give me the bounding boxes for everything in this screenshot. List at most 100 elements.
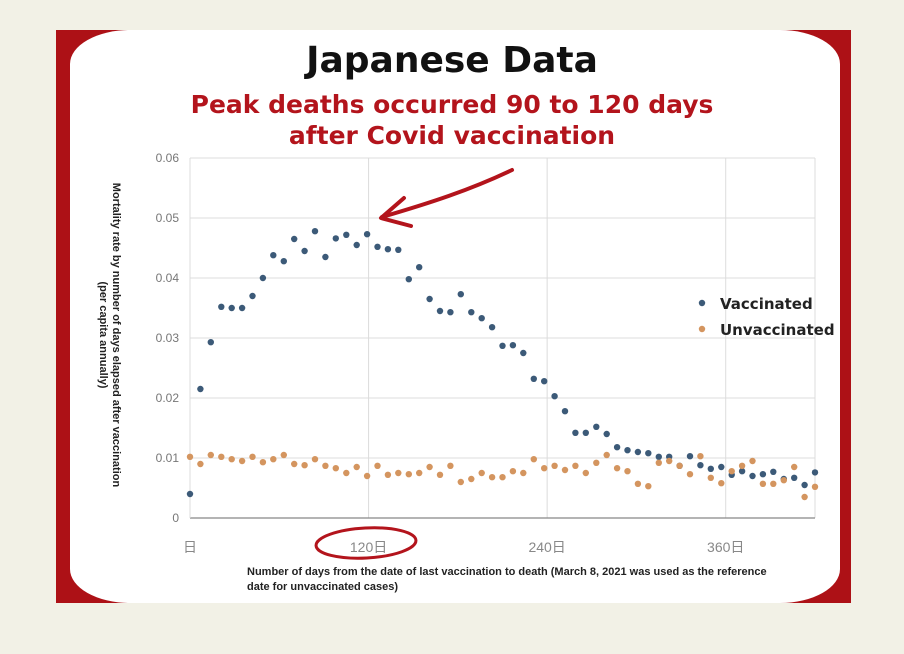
vaccinated-point bbox=[770, 468, 777, 475]
vaccinated-point bbox=[259, 274, 267, 282]
vaccinated-point bbox=[509, 342, 517, 349]
unvaccinated-point bbox=[749, 457, 756, 465]
vaccinated-point bbox=[457, 291, 464, 298]
legend-marker bbox=[698, 299, 706, 307]
unvaccinated-point bbox=[801, 493, 808, 501]
vaccinated-point bbox=[551, 393, 558, 400]
unvaccinated-point bbox=[655, 459, 662, 466]
unvaccinated-point bbox=[572, 462, 579, 469]
vaccinated-point bbox=[634, 448, 642, 456]
vaccinated-point bbox=[332, 235, 339, 242]
vaccinated-point bbox=[238, 304, 246, 312]
vaccinated-point bbox=[520, 349, 527, 357]
chart-legend: Vaccinated Unvaccinated bbox=[698, 295, 835, 339]
unvaccinated-point bbox=[280, 451, 287, 459]
unvaccinated-point bbox=[384, 471, 392, 478]
vaccinated-point bbox=[488, 324, 496, 331]
vaccinated-point bbox=[707, 465, 714, 472]
vaccinated-point bbox=[447, 309, 454, 316]
unvaccinated-point bbox=[291, 460, 298, 468]
unvaccinated-point bbox=[218, 453, 225, 460]
unvaccinated-point bbox=[395, 469, 402, 477]
unvaccinated-point bbox=[416, 469, 423, 477]
x-tick-label: 120日 bbox=[350, 539, 387, 555]
unvaccinated-point bbox=[478, 469, 485, 477]
unvaccinated-point bbox=[593, 459, 600, 466]
x-tick-label: 240日 bbox=[528, 539, 565, 555]
vaccinated-point bbox=[426, 295, 433, 303]
unvaccinated-point bbox=[468, 475, 475, 483]
vaccinated-point bbox=[718, 463, 725, 471]
vaccinated-point bbox=[363, 231, 371, 238]
unvaccinated-point bbox=[311, 456, 319, 463]
peak-arrow-head bbox=[379, 196, 413, 228]
unvaccinated-point bbox=[718, 480, 725, 487]
unvaccinated-point bbox=[780, 477, 787, 484]
y-tick-label: 0 bbox=[172, 511, 179, 525]
vaccinated-point bbox=[374, 243, 381, 250]
vaccinated-point bbox=[603, 430, 610, 438]
unvaccinated-point bbox=[811, 483, 819, 490]
vaccinated-point bbox=[645, 450, 652, 457]
unvaccinated-point bbox=[613, 465, 621, 472]
y-tick-label: 0.03 bbox=[156, 331, 180, 345]
unvaccinated-point bbox=[499, 474, 506, 481]
vaccinated-point bbox=[468, 309, 475, 316]
unvaccinated-point bbox=[624, 468, 631, 475]
y-axis-label-line-1: Mortality rate by number of days elapsed… bbox=[110, 182, 122, 488]
unvaccinated-point bbox=[405, 471, 412, 478]
chart-points bbox=[186, 228, 819, 501]
unvaccinated-point bbox=[509, 468, 517, 475]
vaccinated-point bbox=[270, 252, 277, 259]
x-axis-label: Number of days from the date of last vac… bbox=[247, 566, 767, 593]
y-tick-label: 0.01 bbox=[156, 451, 180, 465]
unvaccinated-point bbox=[541, 465, 548, 472]
vaccinated-point bbox=[436, 307, 444, 315]
unvaccinated-point bbox=[791, 463, 798, 471]
vaccinated-point bbox=[301, 247, 308, 255]
vaccinated-point bbox=[405, 276, 412, 283]
chart-annotations bbox=[314, 168, 514, 560]
page-title: Japanese Data bbox=[306, 40, 598, 81]
y-tick-label: 0.04 bbox=[156, 271, 180, 285]
vaccinated-point bbox=[801, 481, 808, 489]
unvaccinated-point bbox=[530, 456, 537, 463]
vaccinated-point bbox=[811, 469, 819, 476]
vaccinated-point bbox=[207, 339, 214, 346]
unvaccinated-point bbox=[332, 465, 339, 472]
unvaccinated-point bbox=[666, 457, 673, 465]
peak-arrow-shaft bbox=[380, 168, 514, 219]
unvaccinated-point bbox=[322, 462, 329, 469]
white-card bbox=[70, 30, 840, 603]
unvaccinated-point bbox=[582, 469, 589, 477]
vaccinated-point bbox=[791, 474, 798, 481]
vaccinated-point bbox=[311, 228, 319, 235]
unvaccinated-point bbox=[645, 483, 652, 490]
vaccinated-point bbox=[561, 408, 569, 415]
unvaccinated-point bbox=[488, 474, 496, 481]
vaccinated-point bbox=[697, 462, 704, 469]
chart-ticks: 0 0.01 0.02 0.03 0.04 0.05 0.06 日 120日 240日 360日 bbox=[156, 151, 745, 555]
tick-120-circle bbox=[314, 526, 418, 560]
unvaccinated-point bbox=[301, 462, 308, 469]
vaccinated-point bbox=[218, 303, 225, 310]
y-axis-label: Mortality rate by number of days elapsed… bbox=[96, 183, 122, 487]
unvaccinated-point bbox=[634, 480, 642, 487]
unvaccinated-point bbox=[374, 462, 381, 469]
vaccinated-point bbox=[249, 292, 256, 300]
x-tick-label: 360日 bbox=[707, 539, 744, 555]
vaccinated-point bbox=[395, 246, 402, 253]
unvaccinated-point bbox=[249, 453, 256, 460]
vaccinated-point bbox=[572, 429, 579, 436]
vaccinated-point bbox=[593, 423, 600, 430]
unvaccinated-point bbox=[363, 472, 371, 480]
x-tick-label: 日 bbox=[183, 539, 197, 555]
vaccinated-point bbox=[197, 385, 204, 393]
unvaccinated-point bbox=[186, 453, 194, 460]
unvaccinated-point bbox=[707, 474, 714, 481]
legend-marker bbox=[698, 325, 706, 333]
unvaccinated-point bbox=[728, 468, 735, 475]
unvaccinated-point bbox=[759, 480, 767, 487]
legend-label: Vaccinated bbox=[720, 295, 813, 313]
